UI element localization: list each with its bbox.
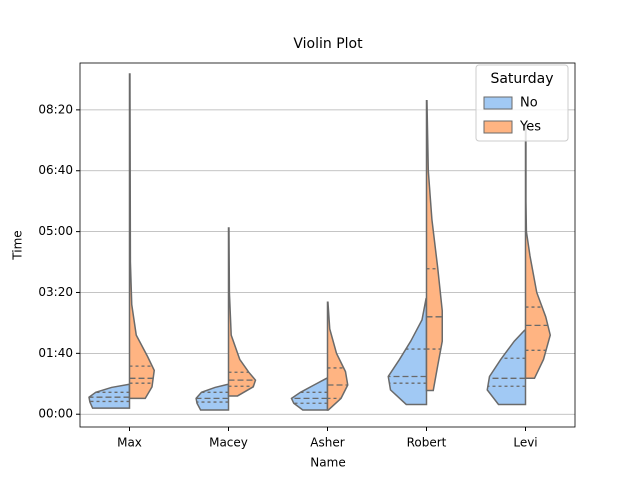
legend-title: Saturday <box>490 71 553 87</box>
legend-swatch <box>483 120 513 134</box>
legend-label: Yes <box>519 120 541 135</box>
x-tick-label: Levi <box>513 436 537 450</box>
y-tick-label: 06:40 <box>38 163 73 177</box>
y-tick-label: 08:20 <box>38 102 73 116</box>
x-tick-label: Macey <box>209 436 248 450</box>
y-tick-label: 03:20 <box>38 285 73 299</box>
legend-label: No <box>520 96 538 111</box>
axes-frame <box>79 62 576 428</box>
legend-swatch <box>483 96 513 110</box>
y-axis-label: Time <box>11 230 25 260</box>
chart-title: Violin Plot <box>293 36 363 52</box>
y-tick-label: 01:40 <box>38 346 73 360</box>
x-tick-label: Max <box>117 436 142 450</box>
y-tick-label: 05:00 <box>38 224 73 238</box>
violin-half <box>227 227 257 397</box>
y-tick-label: 00:00 <box>38 407 73 421</box>
x-tick-label: Robert <box>407 436 447 450</box>
x-axis-label: Name <box>310 456 345 470</box>
violin-half <box>326 301 349 411</box>
x-tick-label: Asher <box>310 436 344 450</box>
violin-half <box>425 99 443 392</box>
